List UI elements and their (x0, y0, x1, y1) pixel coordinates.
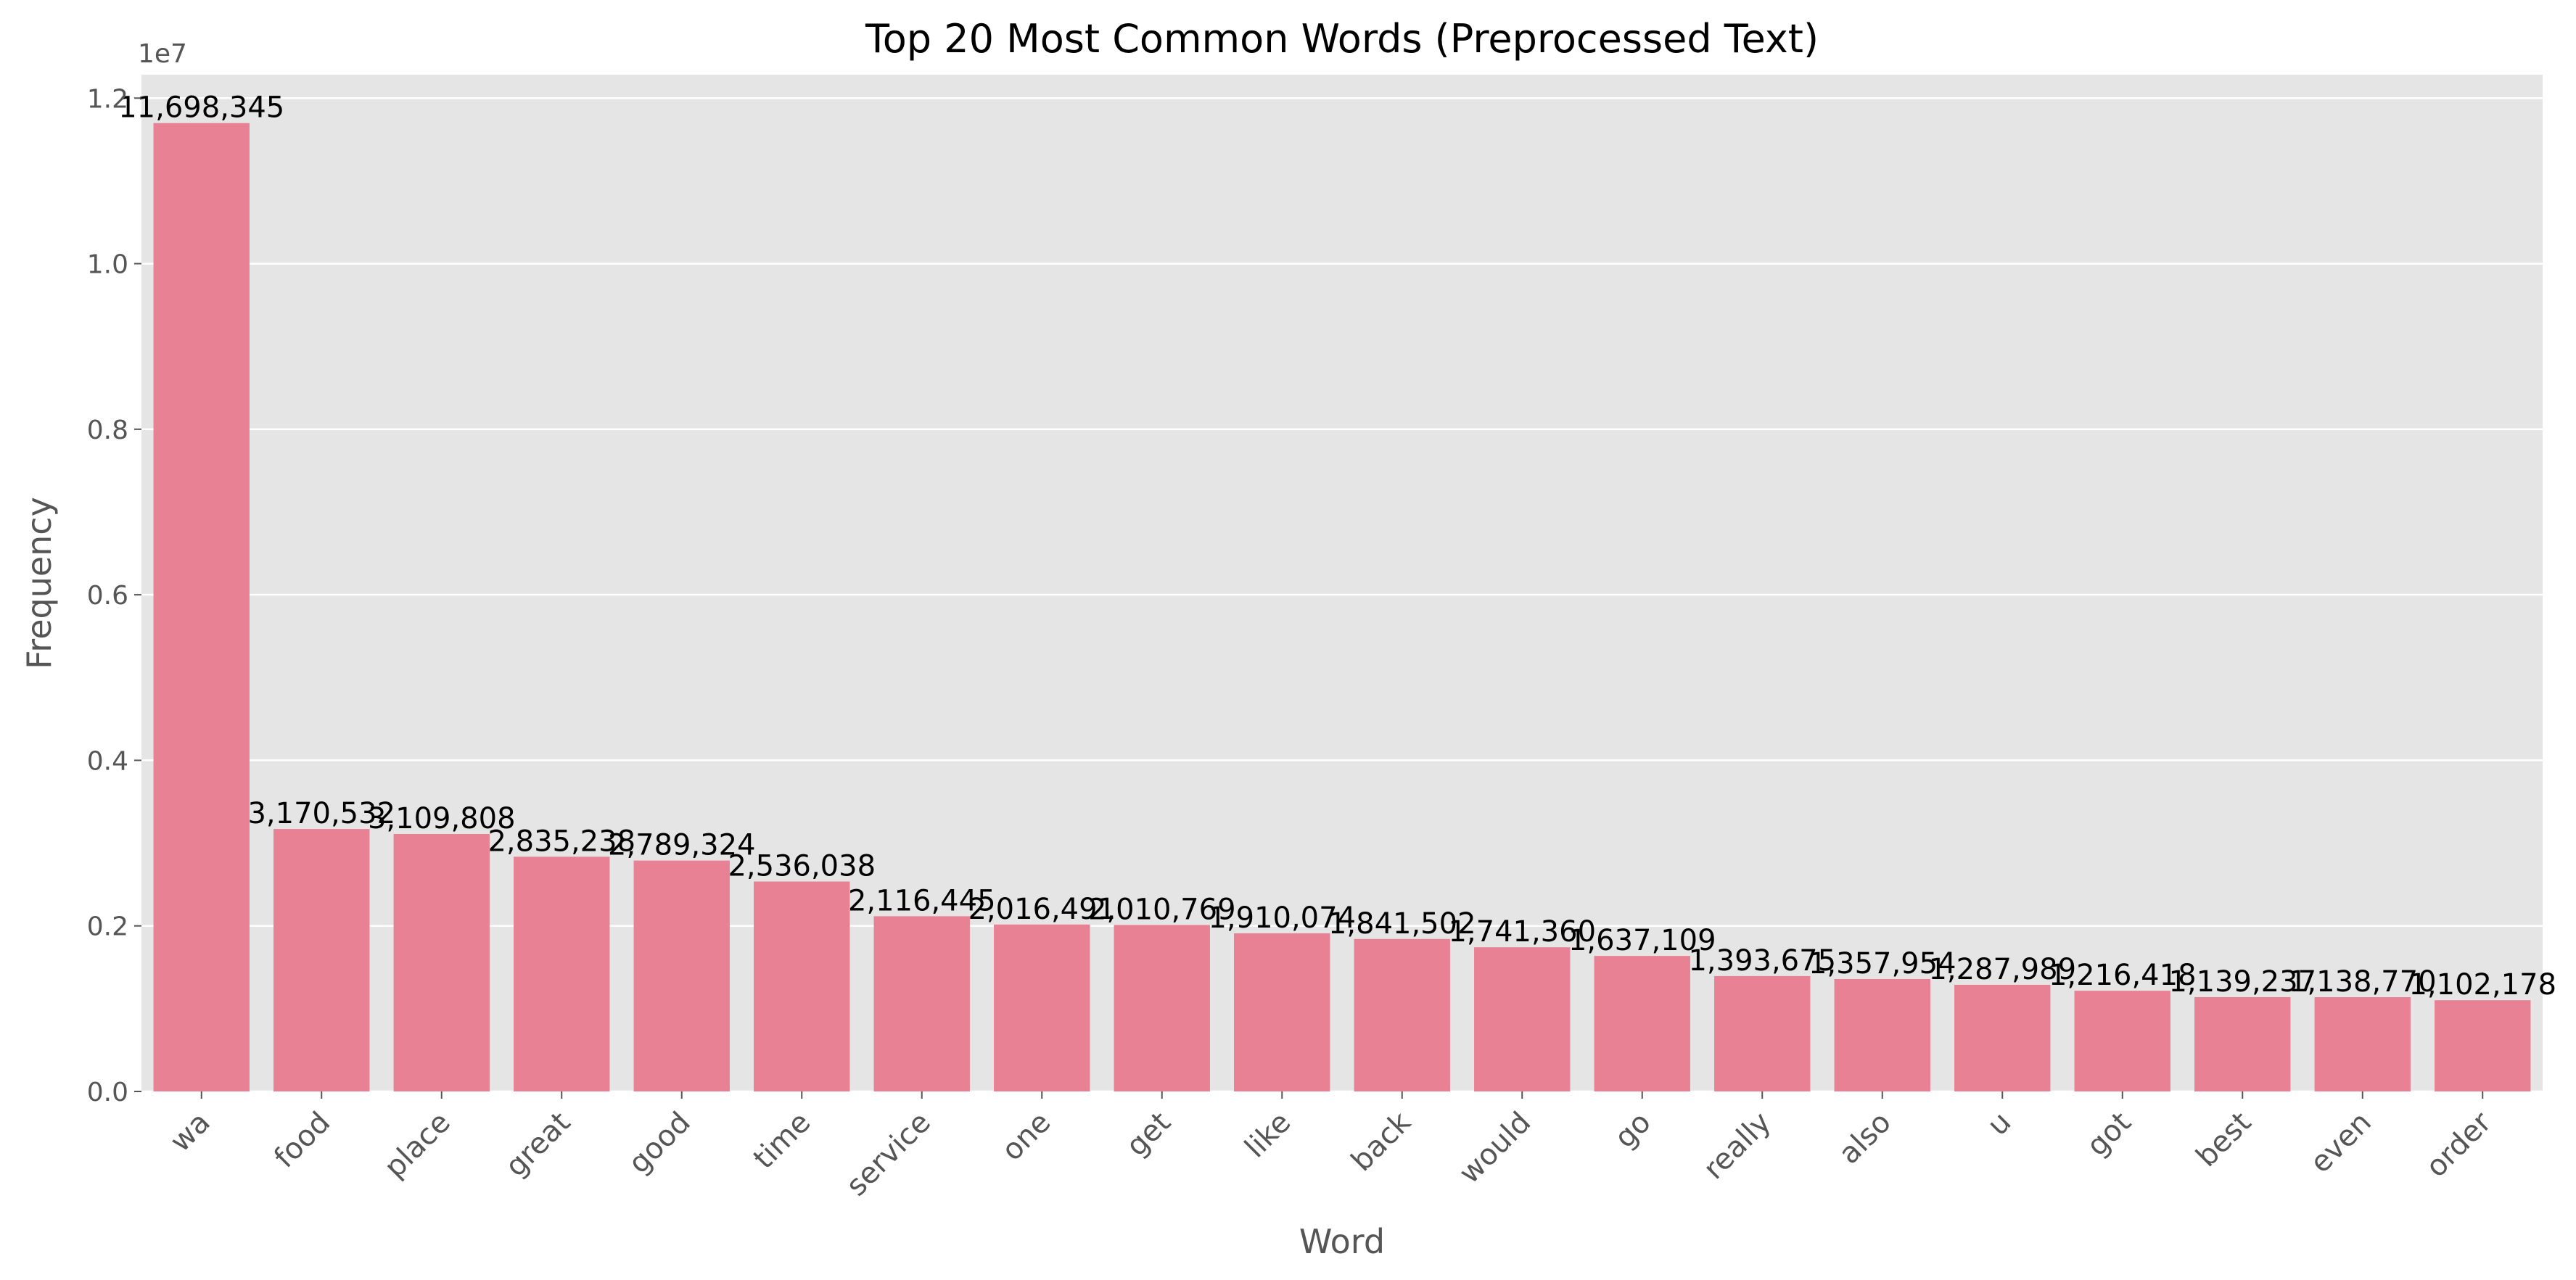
x-tick-label: even (2304, 1106, 2378, 1180)
x-tick-label: would (1453, 1106, 1538, 1191)
data-label: 2,116,445 (848, 884, 996, 917)
bar (994, 924, 1090, 1091)
data-label: 1,841,502 (1328, 907, 1476, 941)
bar (2194, 996, 2291, 1091)
x-tick-label: got (2081, 1106, 2138, 1163)
bar (1354, 938, 1450, 1091)
bar (2314, 997, 2411, 1091)
bars (153, 123, 2531, 1091)
y-tick-label: 0.8 (87, 416, 128, 445)
x-tick-label: also (1832, 1106, 1898, 1171)
y-tick-label: 0.2 (87, 912, 128, 942)
data-label: 2,789,324 (608, 829, 756, 862)
bar (1594, 956, 1690, 1091)
bar (873, 916, 970, 1091)
y-tick-label: 0.0 (87, 1078, 128, 1107)
data-label: 1,216,418 (2049, 959, 2197, 992)
x-axis-ticks: wa food place great good time service one get lik… (164, 1091, 2498, 1202)
bar (153, 123, 250, 1091)
data-label: 1,637,109 (1568, 924, 1716, 957)
x-tick-label: one (995, 1106, 1057, 1168)
x-tick-label: get (1120, 1106, 1177, 1163)
y-tick-label: 0.4 (87, 746, 128, 776)
x-tick-label: go (1608, 1106, 1658, 1155)
bar (1714, 975, 1811, 1091)
y-axis-ticks: 0.0 0.2 0.4 0.6 0.8 1.0 1.2 (87, 84, 141, 1107)
y-axis-label: Frequency (20, 497, 59, 669)
bar (1474, 947, 1571, 1091)
y-axis-offset-label: 1e7 (138, 39, 187, 69)
bar (633, 860, 730, 1091)
bar (754, 881, 850, 1091)
chart-title: Top 20 Most Common Words (Preprocessed T… (865, 16, 1819, 62)
bar (2074, 991, 2170, 1091)
x-tick-label: order (2419, 1105, 2498, 1184)
bar (1834, 978, 1930, 1091)
x-tick-label: place (378, 1106, 457, 1185)
data-label: 2,016,491 (968, 893, 1116, 926)
bar (514, 856, 610, 1091)
bar (1114, 925, 1210, 1091)
x-tick-label: back (1345, 1105, 1417, 1178)
data-label: 1,910,074 (1208, 901, 1356, 935)
bar (393, 834, 490, 1091)
data-label: 1,139,237 (2168, 965, 2316, 999)
x-tick-label: great (499, 1106, 577, 1184)
bar (2435, 1000, 2531, 1091)
y-tick-label: 0.6 (87, 581, 128, 611)
bar (1954, 984, 2051, 1091)
x-tick-label: service (840, 1106, 937, 1203)
x-axis-label: Word (1299, 1222, 1385, 1261)
x-tick-label: food (268, 1106, 337, 1175)
data-label: 1,357,954 (1808, 947, 1956, 980)
x-tick-label: time (747, 1106, 817, 1176)
data-label: 1,102,178 (2408, 968, 2556, 1002)
x-tick-label: best (2190, 1106, 2258, 1174)
data-label: 11,698,345 (118, 91, 284, 125)
x-tick-label: like (1238, 1106, 1297, 1165)
x-tick-label: good (622, 1106, 697, 1181)
data-label: 1,138,770 (2289, 965, 2437, 999)
data-label: 1,287,989 (1928, 953, 2076, 986)
data-label: 3,109,808 (368, 802, 516, 835)
data-label: 2,536,038 (728, 850, 876, 883)
bar (273, 829, 370, 1091)
data-label: 2,835,238 (487, 825, 635, 858)
x-tick-label: really (1698, 1106, 1778, 1186)
data-label: 1,393,675 (1688, 944, 1836, 978)
bar (1234, 933, 1330, 1091)
data-labels: 11,698,345 3,170,5323,109,8082,835,2382,7… (118, 91, 2556, 1002)
data-label: 1,741,360 (1448, 915, 1596, 949)
y-tick-label: 1.0 (87, 250, 128, 280)
data-label: 3,170,532 (247, 797, 395, 830)
data-label: 2,010,769 (1088, 893, 1236, 926)
y-tick-label: 1.2 (87, 84, 128, 114)
x-tick-label: wa (164, 1106, 217, 1159)
x-tick-label: u (1981, 1106, 2017, 1142)
